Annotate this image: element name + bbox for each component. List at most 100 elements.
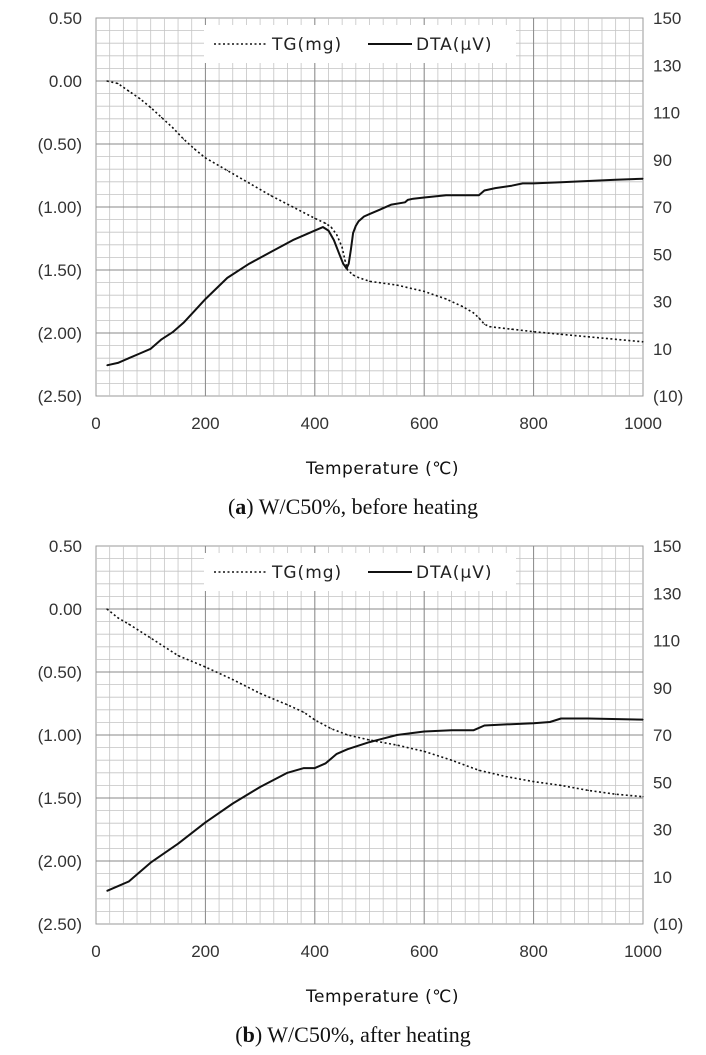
dta-data-point [139, 352, 141, 355]
dta-data-point [150, 348, 152, 350]
tg-data-point [505, 776, 507, 778]
tg-data-point [347, 269, 349, 271]
y-left-tick-label: (2.00) [38, 852, 82, 871]
legend-dta-label: DTA(μV) [416, 35, 493, 55]
dta-data-point [232, 802, 234, 805]
grid [96, 546, 643, 924]
y-left-tick-label: 0.50 [49, 9, 82, 28]
dta-data-point [204, 298, 206, 300]
dta-data-point [456, 194, 458, 196]
y-right-tick-label: 70 [653, 726, 672, 745]
tg-series-line [106, 608, 644, 798]
tg-data-point [106, 608, 108, 610]
y-right-tick-label: 90 [653, 151, 672, 170]
dta-data-point [368, 213, 371, 215]
dta-data-point [522, 182, 524, 184]
dta-data-point [327, 230, 330, 232]
tg-data-point [232, 679, 234, 681]
dta-data-point [615, 179, 617, 181]
x-tick-label: 1000 [624, 414, 662, 433]
x-tick-label: 200 [191, 942, 219, 961]
dta-data-point [139, 871, 141, 873]
dta-data-point [193, 310, 196, 312]
caption-a-letter: a [235, 494, 247, 519]
x-tick-label: 600 [410, 942, 438, 961]
y-right-tick-label: 30 [653, 821, 672, 840]
tg-data-point [451, 759, 453, 761]
dta-data-point [350, 248, 352, 251]
y-left-tick-label: (1.00) [38, 198, 82, 217]
tg-data-point [423, 290, 425, 292]
x-tick-label: 0 [91, 414, 100, 433]
tg-data-point [560, 784, 562, 786]
tg-data-point [177, 655, 179, 657]
dta-data-point [117, 885, 119, 887]
tg-data-point [533, 781, 535, 783]
tg-data-point [292, 206, 294, 208]
tg-data-point [472, 312, 474, 314]
tg-data-point [423, 750, 425, 752]
dta-data-point [314, 230, 316, 232]
dta-data-point [533, 722, 535, 724]
dta-data-point [322, 226, 324, 228]
dta-data-point [161, 338, 163, 340]
tg-data-point [344, 259, 346, 261]
dta-data-point [368, 741, 371, 743]
dta-data-point [338, 253, 340, 255]
y-left-tick-label: (2.00) [38, 324, 82, 343]
dta-data-point [150, 862, 152, 864]
tg-data-point [248, 182, 250, 184]
y-left-tick-label: (0.50) [38, 135, 82, 154]
y-left-tick-label: (1.50) [38, 789, 82, 808]
tg-data-point [286, 704, 288, 706]
y-right-tick-label: 30 [653, 293, 672, 312]
x-tick-label: 400 [301, 942, 329, 961]
dta-data-point [177, 843, 179, 845]
dta-data-point [642, 178, 644, 180]
dta-data-point [117, 362, 119, 364]
dta-data-point [355, 225, 357, 227]
dta-data-point [286, 772, 288, 774]
tg-data-point [347, 734, 349, 736]
dta-data-point [423, 196, 425, 199]
dta-data-point [342, 263, 344, 265]
tg-data-point [483, 323, 485, 325]
dta-data-point [333, 239, 335, 241]
dta-data-point [505, 723, 507, 725]
tg-data-point [193, 148, 196, 150]
tg-data-point [139, 98, 141, 100]
dta-data-point [407, 199, 409, 201]
tg-data-point [182, 138, 185, 140]
dta-data-point [412, 198, 414, 200]
dta-data-point [348, 263, 350, 265]
tg-data-point [587, 336, 589, 338]
legend: TG(mg) DTA(μV) [204, 25, 516, 63]
tg-data-point [368, 739, 371, 741]
dta-data-point [404, 201, 406, 203]
dta-data-point [352, 232, 354, 234]
tg-data-point [615, 338, 617, 340]
caption-b: (b) W/C50%, after heating [235, 1022, 471, 1047]
x-tick-label: 600 [410, 414, 438, 433]
tg-data-point [642, 796, 644, 798]
tg-data-point [204, 666, 206, 668]
dta-data-point [292, 239, 294, 241]
dta-data-point [314, 767, 316, 769]
y-right-tick-label: 110 [653, 104, 680, 123]
tg-data-point [336, 234, 338, 236]
dta-data-point [483, 189, 485, 192]
legend: TG(mg) DTA(μV) [204, 553, 516, 591]
tg-data-point [396, 744, 398, 746]
tg-data-point [303, 711, 305, 713]
y-left-tick-label: (0.50) [38, 663, 82, 682]
dta-data-point [325, 762, 327, 764]
tg-data-point [352, 274, 354, 276]
tg-data-point [511, 328, 513, 330]
dta-data-point [106, 890, 108, 892]
dta-data-point [363, 215, 365, 218]
dta-data-point [494, 187, 496, 189]
y-right-tick-label: 90 [653, 679, 672, 698]
tg-data-point [461, 305, 464, 308]
y-right-tick-label: (10) [653, 387, 683, 406]
tg-data-point [358, 277, 360, 279]
